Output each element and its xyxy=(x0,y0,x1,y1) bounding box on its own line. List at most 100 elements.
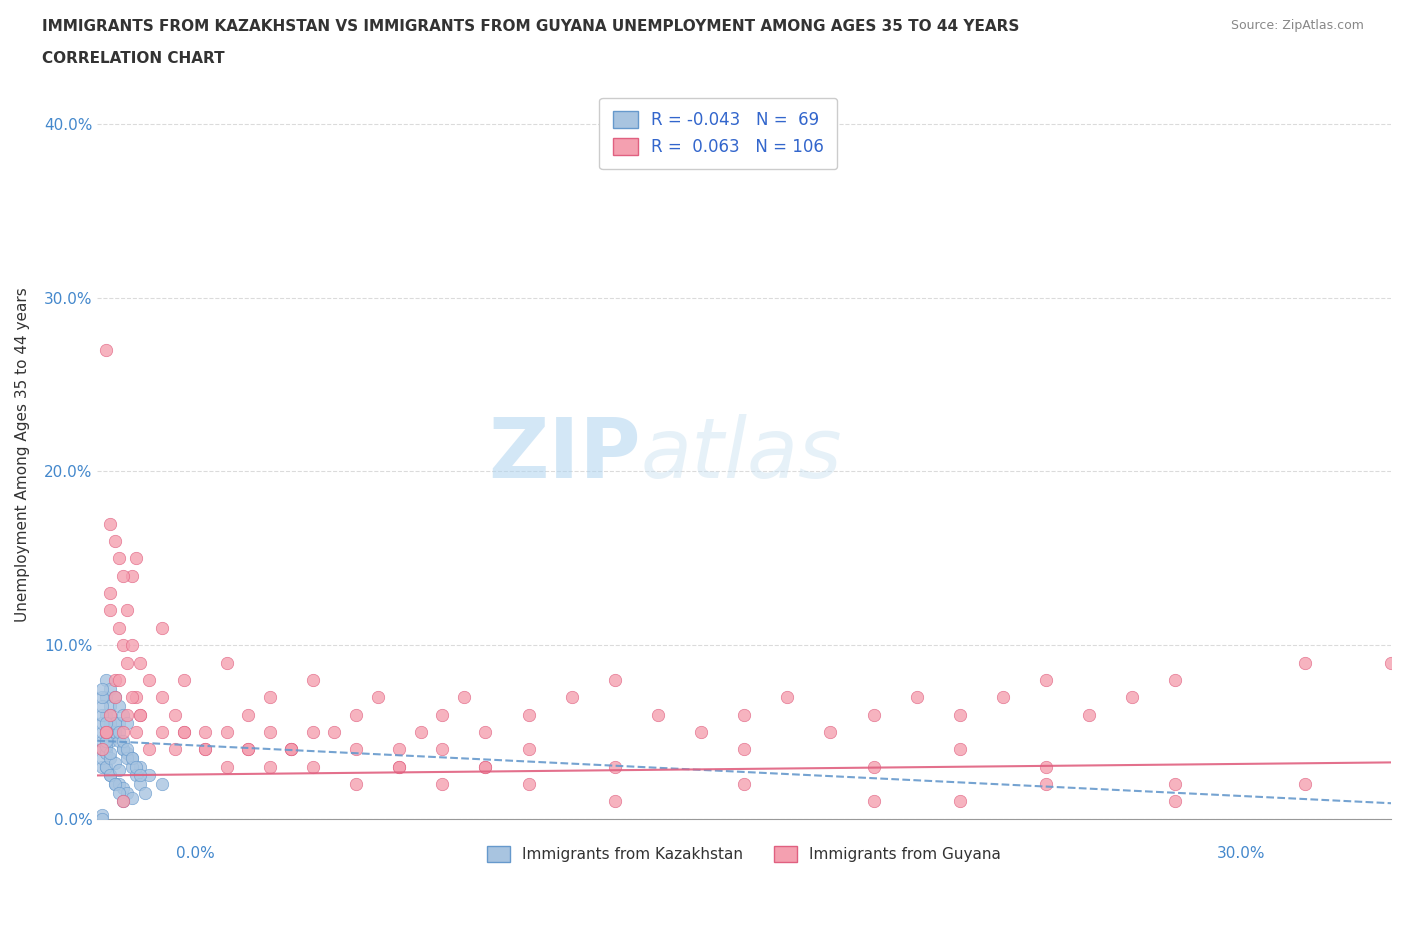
Point xyxy=(238,742,260,757)
Point xyxy=(1035,672,1057,687)
Point xyxy=(112,707,135,722)
Point xyxy=(125,551,148,565)
Point xyxy=(117,746,139,761)
Point xyxy=(323,724,346,739)
Point xyxy=(90,811,112,826)
Point xyxy=(129,707,152,722)
Point xyxy=(94,759,117,774)
Point xyxy=(517,742,540,757)
Point xyxy=(98,681,121,696)
Text: Source: ZipAtlas.com: Source: ZipAtlas.com xyxy=(1230,19,1364,32)
Point xyxy=(90,742,112,757)
Point xyxy=(103,724,125,739)
Point xyxy=(98,603,121,618)
Point xyxy=(117,742,139,757)
Point xyxy=(108,672,131,687)
Point xyxy=(603,759,626,774)
Point xyxy=(280,742,302,757)
Point xyxy=(98,733,121,748)
Point xyxy=(388,759,411,774)
Point xyxy=(733,707,755,722)
Point xyxy=(949,707,972,722)
Point xyxy=(138,742,160,757)
Point xyxy=(733,777,755,791)
Point xyxy=(90,733,112,748)
Point xyxy=(302,724,325,739)
Point xyxy=(367,690,389,705)
Point xyxy=(1379,655,1402,670)
Point xyxy=(90,724,112,739)
Point xyxy=(94,690,117,705)
Point xyxy=(90,742,112,757)
Point xyxy=(112,638,135,653)
Point xyxy=(173,724,195,739)
Point xyxy=(1164,672,1187,687)
Point xyxy=(90,698,112,713)
Point xyxy=(150,690,173,705)
Point xyxy=(820,724,842,739)
Point xyxy=(215,724,238,739)
Point xyxy=(517,777,540,791)
Point xyxy=(108,716,131,731)
Point xyxy=(432,742,454,757)
Point xyxy=(344,707,367,722)
Point xyxy=(150,724,173,739)
Point xyxy=(103,716,125,731)
Point xyxy=(94,672,117,687)
Point xyxy=(474,759,496,774)
Point xyxy=(862,759,884,774)
Point xyxy=(603,672,626,687)
Point xyxy=(1035,777,1057,791)
Point xyxy=(344,777,367,791)
Point xyxy=(103,534,125,549)
Point xyxy=(98,716,121,731)
Point xyxy=(129,707,152,722)
Point xyxy=(117,716,139,731)
Point xyxy=(103,690,125,705)
Point xyxy=(90,716,112,731)
Point xyxy=(163,742,186,757)
Point xyxy=(112,794,135,809)
Point xyxy=(117,603,139,618)
Point xyxy=(94,742,117,757)
Point xyxy=(125,724,148,739)
Point xyxy=(117,751,139,765)
Point xyxy=(112,742,135,757)
Point xyxy=(90,690,112,705)
Point xyxy=(98,586,121,601)
Point xyxy=(733,742,755,757)
Point xyxy=(90,681,112,696)
Point xyxy=(94,738,117,753)
Point xyxy=(125,690,148,705)
Point xyxy=(561,690,583,705)
Point xyxy=(94,746,117,761)
Legend: Immigrants from Kazakhstan, Immigrants from Guyana: Immigrants from Kazakhstan, Immigrants f… xyxy=(479,838,1008,870)
Point xyxy=(98,768,121,783)
Point xyxy=(388,759,411,774)
Point xyxy=(474,759,496,774)
Point xyxy=(125,768,148,783)
Point xyxy=(173,672,195,687)
Point xyxy=(1294,655,1316,670)
Point xyxy=(98,516,121,531)
Point xyxy=(98,707,121,722)
Point xyxy=(125,759,148,774)
Point xyxy=(991,690,1014,705)
Point xyxy=(1164,777,1187,791)
Point xyxy=(432,777,454,791)
Point xyxy=(103,690,125,705)
Point xyxy=(432,707,454,722)
Point xyxy=(112,568,135,583)
Point xyxy=(388,742,411,757)
Point xyxy=(603,794,626,809)
Point xyxy=(112,794,135,809)
Point xyxy=(409,724,432,739)
Point xyxy=(776,690,799,705)
Point xyxy=(121,751,143,765)
Point xyxy=(121,790,143,805)
Point xyxy=(117,785,139,800)
Point xyxy=(94,707,117,722)
Point xyxy=(215,759,238,774)
Point xyxy=(112,780,135,795)
Text: atlas: atlas xyxy=(641,414,842,495)
